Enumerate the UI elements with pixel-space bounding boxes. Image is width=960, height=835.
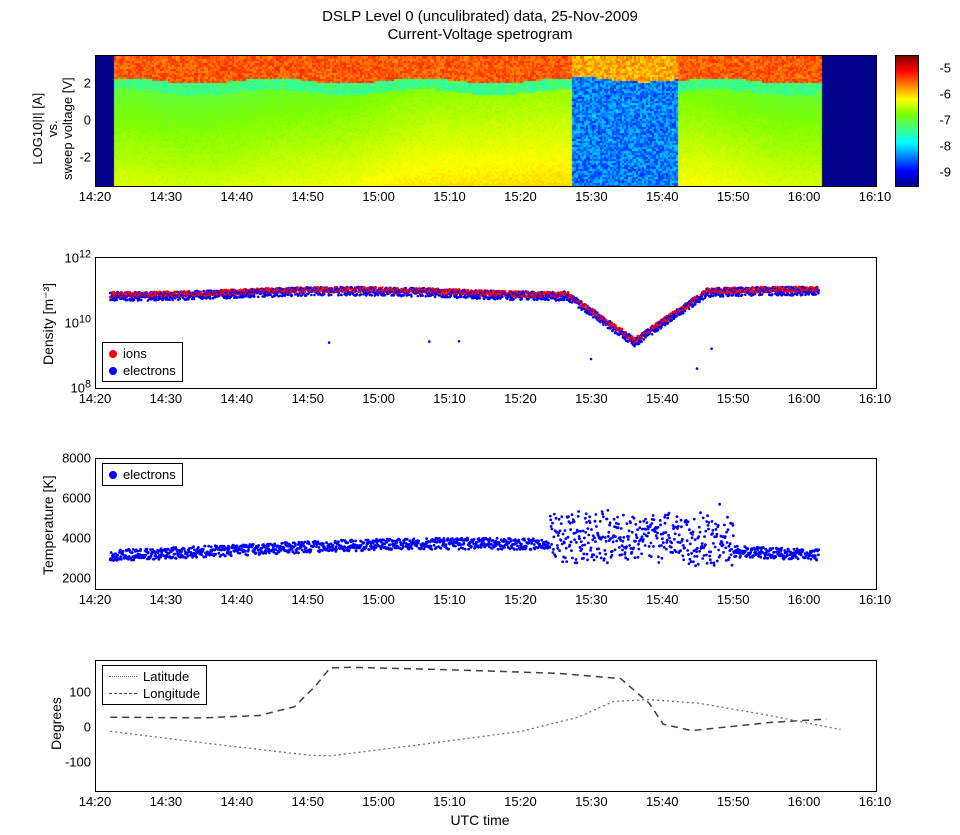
degrees-legend: LatitudeLongitude [102,665,207,705]
temperature-panel: electrons [95,458,877,590]
temperature-legend: electrons [102,463,183,486]
figure: DSLP Level 0 (unculibrated) data, 25-Nov… [0,0,960,835]
colorbar [895,55,919,187]
title-line2: Current-Voltage spetrogram [0,26,960,43]
title-line1: DSLP Level 0 (unculibrated) data, 25-Nov… [0,8,960,25]
density-legend: ionselectrons [102,342,183,382]
density-panel: ionselectrons [95,257,877,389]
degrees-panel: LatitudeLongitude [95,660,877,792]
xlabel: UTC time [0,812,960,828]
spectrogram-panel [95,55,877,187]
